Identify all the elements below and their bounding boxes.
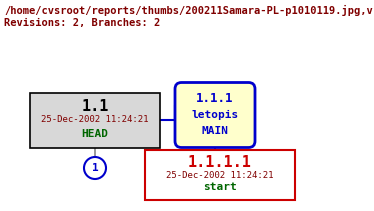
Text: 1.1.1.1: 1.1.1.1 xyxy=(188,155,252,170)
Text: 1.1: 1.1 xyxy=(81,99,109,114)
Text: start: start xyxy=(203,183,237,192)
Text: Revisions: 2, Branches: 2: Revisions: 2, Branches: 2 xyxy=(4,18,160,28)
Circle shape xyxy=(84,157,106,179)
FancyBboxPatch shape xyxy=(30,92,160,147)
Text: HEAD: HEAD xyxy=(82,129,108,139)
FancyBboxPatch shape xyxy=(175,83,255,147)
Text: 25-Dec-2002 11:24:21: 25-Dec-2002 11:24:21 xyxy=(41,115,149,124)
Text: 1: 1 xyxy=(92,163,98,173)
Text: MAIN: MAIN xyxy=(202,126,229,136)
Text: 25-Dec-2002 11:24:21: 25-Dec-2002 11:24:21 xyxy=(166,170,274,180)
Text: letopis: letopis xyxy=(191,110,239,120)
Text: 1.1.1: 1.1.1 xyxy=(196,92,234,105)
Text: /home/cvsroot/reports/thumbs/200211Samara-PL-p1010119.jpg,v: /home/cvsroot/reports/thumbs/200211Samar… xyxy=(4,5,373,16)
FancyBboxPatch shape xyxy=(145,150,295,200)
